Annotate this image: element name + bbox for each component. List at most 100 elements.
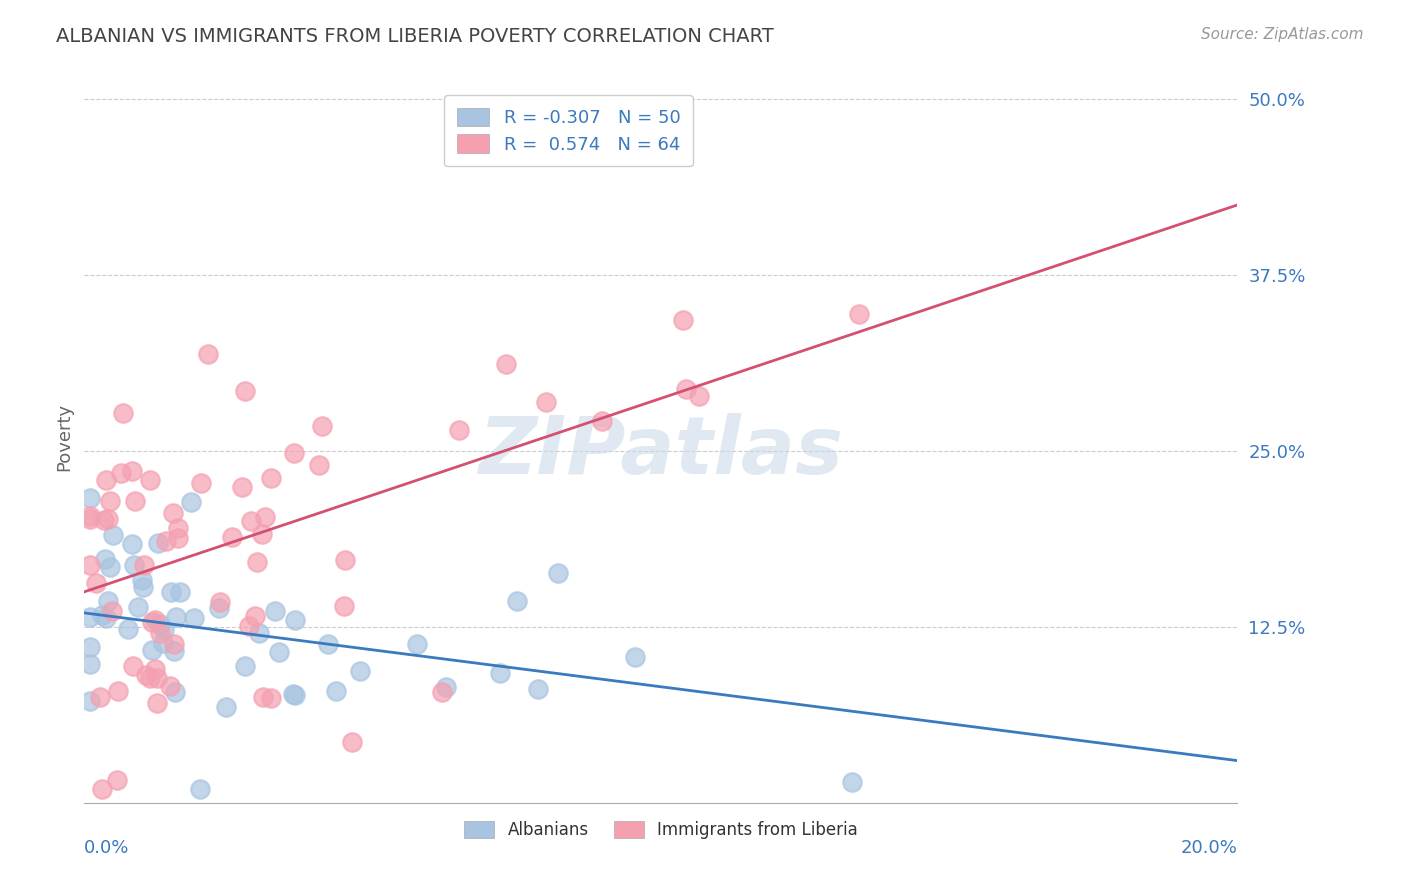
Point	[122, 659, 145, 673]
Point	[117, 622, 139, 636]
Point	[139, 473, 162, 487]
Point	[79, 558, 101, 572]
Point	[152, 636, 174, 650]
Point	[162, 506, 184, 520]
Point	[179, 494, 201, 508]
Point	[146, 696, 169, 710]
Text: ALBANIAN VS IMMIGRANTS FROM LIBERIA POVERTY CORRELATION CHART: ALBANIAN VS IMMIGRANTS FROM LIBERIA POVE…	[56, 27, 773, 45]
Point	[207, 600, 229, 615]
Point	[112, 405, 135, 419]
Point	[447, 423, 470, 437]
Point	[131, 573, 153, 587]
Point	[197, 347, 219, 361]
Point	[143, 613, 166, 627]
Point	[841, 775, 863, 789]
Point	[121, 464, 143, 478]
Point	[101, 604, 124, 618]
Point	[135, 668, 157, 682]
Point	[183, 611, 205, 625]
Point	[238, 618, 260, 632]
Point	[79, 610, 101, 624]
Point	[547, 566, 569, 580]
Point	[94, 473, 117, 487]
Point	[149, 625, 172, 640]
Point	[233, 384, 256, 398]
Point	[318, 637, 340, 651]
Point	[159, 679, 181, 693]
Point	[259, 471, 281, 485]
Point	[149, 617, 172, 632]
Point	[430, 685, 453, 699]
Point	[591, 414, 613, 428]
Point	[325, 684, 347, 698]
Point	[340, 735, 363, 749]
Point	[167, 531, 190, 545]
Point	[79, 512, 101, 526]
Point	[489, 665, 512, 680]
Point	[141, 643, 163, 657]
Point	[233, 658, 256, 673]
Point	[146, 536, 169, 550]
Point	[98, 494, 121, 508]
Point	[132, 580, 155, 594]
Point	[86, 575, 108, 590]
Point	[243, 609, 266, 624]
Point	[252, 690, 274, 705]
Point	[284, 613, 307, 627]
Point	[155, 533, 177, 548]
Legend: Albanians, Immigrants from Liberia: Albanians, Immigrants from Liberia	[457, 814, 865, 846]
Y-axis label: Poverty: Poverty	[55, 403, 73, 471]
Point	[153, 623, 176, 637]
Point	[90, 781, 112, 796]
Point	[209, 595, 232, 609]
Point	[333, 553, 356, 567]
Point	[167, 521, 190, 535]
Point	[214, 700, 236, 714]
Point	[122, 558, 145, 572]
Point	[675, 382, 697, 396]
Point	[239, 514, 262, 528]
Point	[534, 395, 557, 409]
Point	[349, 664, 371, 678]
Point	[127, 600, 149, 615]
Point	[308, 458, 330, 472]
Point	[250, 527, 273, 541]
Point	[169, 585, 191, 599]
Point	[190, 475, 212, 490]
Point	[311, 418, 333, 433]
Point	[221, 530, 243, 544]
Point	[283, 446, 305, 460]
Point	[506, 594, 529, 608]
Point	[89, 690, 111, 705]
Point	[165, 610, 187, 624]
Point	[163, 643, 186, 657]
Point	[141, 615, 163, 629]
Point	[107, 684, 129, 698]
Point	[94, 611, 117, 625]
Point	[97, 512, 120, 526]
Point	[623, 649, 645, 664]
Point	[688, 389, 710, 403]
Point	[526, 682, 548, 697]
Point	[97, 594, 120, 608]
Point	[246, 555, 269, 569]
Point	[124, 493, 146, 508]
Point	[79, 657, 101, 672]
Point	[93, 513, 115, 527]
Point	[94, 552, 117, 566]
Point	[434, 680, 457, 694]
Point	[247, 626, 270, 640]
Point	[110, 467, 132, 481]
Point	[260, 691, 283, 706]
Point	[143, 662, 166, 676]
Point	[231, 480, 253, 494]
Text: ZIPatlas: ZIPatlas	[478, 413, 844, 491]
Point	[146, 671, 169, 685]
Point	[160, 585, 183, 599]
Point	[98, 559, 121, 574]
Point	[105, 772, 128, 787]
Point	[132, 558, 155, 572]
Point	[406, 637, 429, 651]
Point	[188, 781, 211, 796]
Point	[163, 637, 186, 651]
